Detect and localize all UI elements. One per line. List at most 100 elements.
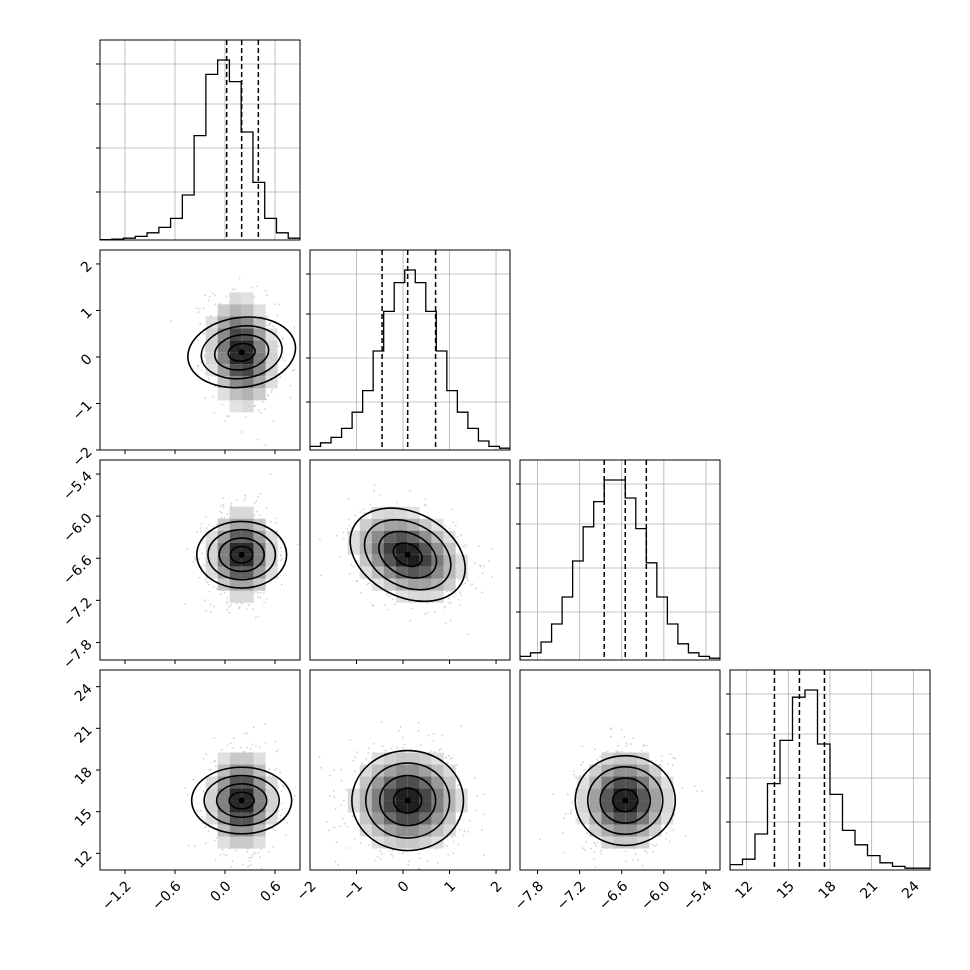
panel-2-0-density-cell [241,530,254,543]
y-tick-label-row3-0: 12 [72,848,96,872]
panel-3-2-density-cell [625,752,638,765]
panel-3-0-point [220,748,223,751]
panel-1-0-frame [99,249,301,451]
panel-3-0-point [260,867,263,870]
panel-2-0-point [280,554,282,557]
panel-3-0-density-cell [229,776,242,789]
panel-3-2-density-cell [601,788,614,801]
panel-2-0-point [244,497,247,499]
panel-2-0-point [220,517,223,520]
panel-3-2-point [623,736,626,738]
panel-3-2-point [595,845,597,847]
panel-3-0-density-cell [229,764,242,777]
panel-2-1-point [350,563,353,566]
panel-2-0-point [296,543,299,546]
panel-3-0-density-cell [253,800,266,813]
panel-3-0-mode [238,797,245,804]
panel-1-0-density-cell [241,400,254,413]
panel-3-2-point [575,796,578,799]
panel-2-1-point [368,582,370,585]
panel-2-0-point [279,559,282,562]
panel-3-1-point [457,784,460,786]
y-tick-label-row3-1: 15 [72,806,96,830]
panel-2-1-point [444,622,447,625]
panel-2-1-density-cell [359,566,372,579]
panel-3-2-density-cell [637,800,650,813]
panel-3-2-point [632,859,635,861]
panel-3-1-density-cell [395,764,408,777]
panel-2-0-point [243,499,246,502]
panel-3-1-point [438,749,440,751]
panel-3-2-density-cell [637,812,650,825]
panel-3-1-point [401,746,404,749]
panel-3-2-point [642,745,645,747]
panel-3-2-point [562,851,565,854]
panel-3-1-point [383,749,386,752]
panel-3-0-density-cell [217,764,230,777]
panel-2-1-point [479,564,481,567]
panel-3-0-point [260,848,262,851]
panel-3-0-point [226,744,229,747]
panel-3-1-point [473,777,476,779]
panel-2-0-point [219,593,222,595]
x-tick-label-col0-3: 0.6 [258,878,285,905]
y-tick-label-row1-1: −1 [70,398,96,424]
panel-2-0-density-cell [229,590,242,603]
panel-1-0-point [212,396,215,398]
panel-3-2-point [661,754,663,757]
panel-3-1-point [329,795,331,798]
panel-2-1-density-cell [359,554,372,567]
panel-3-2-point [599,755,601,758]
panel-3-1-point [455,764,458,766]
panel-3-2-point [571,801,574,804]
panel-3-0-point [229,742,232,745]
panel-2-1-point [348,572,351,575]
panel-2-1-density-cell [443,554,456,567]
panel-3-0-point [205,753,208,756]
panel-2-1-density-cell [431,578,444,591]
panel-3-1-point [325,820,328,823]
panel-3-2-density-cell [613,836,626,849]
panel-2-0-point [226,513,229,515]
panel-3-2-density-cell [625,800,638,813]
panel-3-2-point [617,750,620,753]
panel-1-0-density-cell [229,400,242,413]
panel-3-0-density-cell [229,752,242,765]
panel-3-2-point [645,744,648,747]
panel-2-1-point [320,574,322,577]
panel-2-1-point [454,524,457,527]
panel-3-0-contour-1 [215,783,268,819]
panel-3-1-point [343,822,346,825]
panel-2-1-contour-3 [349,507,466,603]
panel-3-1-point [334,860,337,863]
panel-2-1-point [353,514,356,517]
panel-3-1-point [449,757,452,760]
panel-1-0-point [254,405,256,407]
panel-3-1-point [348,847,351,849]
panel-3-1-point [410,748,412,750]
panel-2-0-point [199,527,202,529]
panel-3-1-point [408,860,410,863]
panel-2-1-point [450,590,453,593]
panel-3-0-density-cell [265,812,278,825]
panel-3-1-point [342,799,345,802]
panel-3-0-point [285,834,287,837]
panel-3-1-point [474,809,477,812]
panel-3-1-density-cell [419,836,432,849]
panel-1-0-point [231,288,234,291]
panel-3-2-point [609,727,612,730]
panel-3-0-point [216,836,218,839]
panel-3-2-point [580,763,583,766]
panel-1-0-point [257,409,260,411]
panel-3-0-point [280,814,282,817]
panel-3-1-point [467,830,469,833]
panel-3-1-density-cell [443,824,456,837]
panel-3-0-density-cell [205,776,218,789]
panel-1-0-density-cell [253,340,266,353]
panel-2-0-density-cell [241,518,254,531]
panel-2-0-point [255,590,257,593]
panel-2-1-density-cell [431,566,444,579]
x-tick-label-col3-2: 18 [816,878,840,902]
panel-3-2-point [665,832,668,835]
